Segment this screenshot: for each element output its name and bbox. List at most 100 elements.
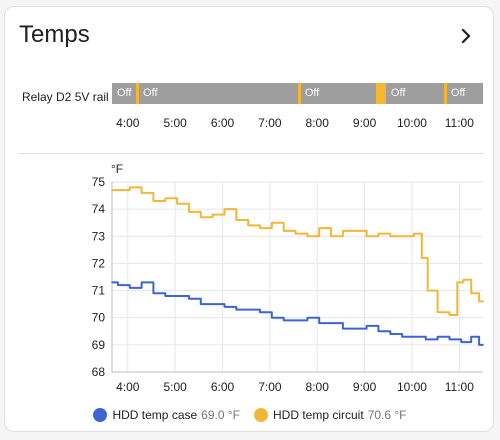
series-point [146, 192, 149, 194]
series-point [158, 200, 161, 202]
series-point [276, 221, 279, 224]
series-point [383, 330, 386, 333]
timeline-tick-label: 11:00 [444, 116, 474, 130]
timeline-tick-label: 6:00 [210, 116, 235, 130]
series-point [395, 235, 397, 238]
series-point [276, 316, 279, 319]
legend-item-hdd-temp-case[interactable]: HDD temp case 69.0 °F [93, 408, 240, 422]
legend-current-value: 69.0 °F [201, 408, 240, 422]
series-point [170, 197, 173, 200]
series-point [123, 284, 125, 286]
series-point [430, 289, 433, 292]
series-point [336, 322, 338, 324]
series-point [454, 314, 457, 316]
timeline-segment-on[interactable] [443, 83, 447, 104]
series-point [359, 327, 362, 330]
series-point [111, 281, 113, 284]
x-tick-label: 11:00 [445, 380, 474, 394]
series-point [359, 230, 362, 232]
series-point [458, 281, 461, 284]
series-line-hdd-temp-circuit [112, 186, 483, 316]
series-point [442, 311, 445, 314]
series-point [265, 311, 267, 314]
series-point [229, 306, 232, 308]
series-point [419, 232, 421, 235]
timeline-segment-on[interactable] [135, 83, 139, 104]
timeline-tick-label: 5:00 [163, 116, 187, 130]
x-tick-label: 5:00 [163, 380, 187, 394]
series-point [241, 308, 244, 311]
legend-swatch-icon [254, 408, 268, 422]
timeline-segment-label: Off [390, 87, 406, 99]
series-line-hdd-temp-case [112, 281, 483, 346]
series-point [288, 319, 291, 322]
timeline-segment-label: Off [143, 87, 158, 99]
legend-item-hdd-temp-circuit[interactable]: HDD temp circuit 70.6 °F [254, 408, 407, 422]
series-point [482, 300, 484, 303]
series-point [482, 344, 484, 346]
series-point [205, 303, 208, 305]
y-tick-label: 73 [92, 229, 106, 243]
y-axis-unit: °F [111, 162, 123, 176]
legend-swatch-icon [93, 408, 108, 422]
series-point [170, 295, 173, 297]
card-divider [18, 153, 484, 154]
series-point [474, 292, 476, 295]
timeline-tick-label: 9:00 [352, 116, 377, 130]
timeline-segment-label: Off [117, 87, 132, 99]
y-tick-label: 72 [92, 256, 106, 270]
series-point [312, 235, 315, 238]
y-tick-label: 68 [92, 365, 106, 379]
series-point [300, 232, 303, 235]
series-point [442, 335, 445, 338]
series-point [182, 295, 184, 297]
timeline-segment-label: Off [450, 87, 466, 99]
series-point [123, 189, 125, 191]
timeline-segment-on[interactable] [297, 83, 301, 104]
series-point [134, 287, 137, 289]
series-point [324, 227, 326, 229]
series-point [194, 297, 196, 300]
chart-legend: HDD temp case 69.0 °F HDD temp circuit 70.6… [0, 408, 500, 422]
series-point [383, 232, 386, 235]
series-point [312, 316, 315, 319]
chevron-right-icon[interactable] [456, 26, 476, 46]
y-tick-label: 70 [92, 311, 106, 325]
series-point [407, 335, 409, 338]
relay-state-timeline[interactable]: Off Off Off Off Off [112, 83, 483, 104]
x-tick-label: 9:00 [353, 380, 377, 394]
legend-series-name: HDD temp circuit [273, 408, 364, 422]
timeline-tick-label: 8:00 [305, 116, 329, 130]
x-tick-label: 8:00 [306, 380, 330, 394]
series-point [229, 208, 232, 210]
series-point [146, 281, 149, 284]
series-point [253, 224, 255, 227]
timeline-tick-label: 10:00 [396, 116, 427, 130]
timeline-entity-label: Relay D2 5V rail [22, 90, 109, 104]
x-tick-label: 7:00 [258, 380, 282, 394]
series-point [288, 230, 291, 232]
series-point [158, 292, 161, 295]
y-tick-label: 71 [92, 284, 106, 298]
timeline-tick-label: 4:00 [116, 116, 140, 130]
series-point [253, 308, 255, 311]
x-tick-label: 4:00 [116, 380, 140, 394]
series-point [241, 219, 244, 221]
series-point [430, 338, 433, 341]
x-tick-label: 6:00 [211, 380, 235, 394]
series-point [454, 338, 457, 341]
timeline-segment-on[interactable] [376, 83, 386, 104]
series-point [371, 325, 374, 327]
series-point [300, 319, 303, 322]
series-point [182, 202, 184, 205]
series-point [336, 235, 338, 238]
legend-current-value: 70.6 °F [367, 408, 407, 422]
card-title: Temps [19, 21, 90, 48]
series-point [217, 303, 220, 305]
series-point [474, 335, 476, 338]
series-point [407, 235, 409, 238]
legend-series-name: HDD temp case [112, 408, 198, 422]
series-point [324, 322, 326, 324]
series-point [217, 213, 220, 216]
